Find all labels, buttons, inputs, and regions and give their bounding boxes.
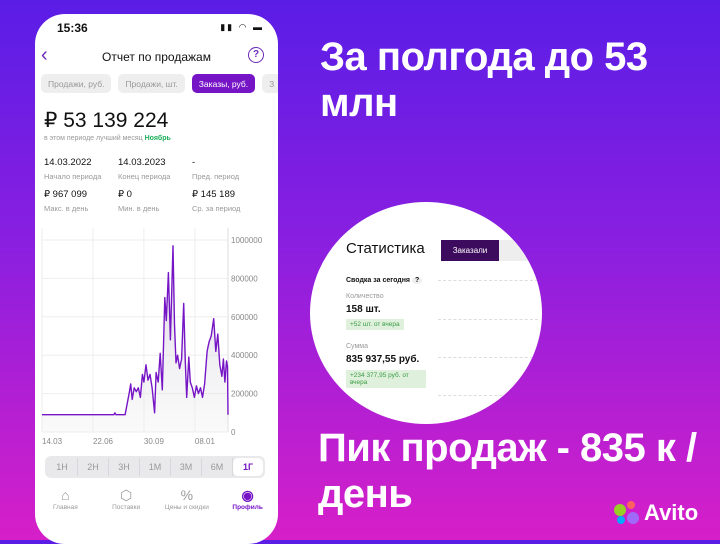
divider <box>438 280 538 281</box>
nav-item-3[interactable]: ◉Профиль <box>217 486 278 511</box>
sum-delta: +234 377,95 руб. от вчера <box>346 370 426 388</box>
nav-item-2[interactable]: %Цены и скидки <box>157 486 218 511</box>
stats-inset: Статистика Заказали Сводка за сегодня ? … <box>310 202 542 424</box>
help-icon[interactable]: ? <box>412 277 422 284</box>
avito-watermark: Avito <box>614 500 698 526</box>
avito-logo-icon <box>614 501 640 525</box>
range-5[interactable]: 6М <box>202 458 233 476</box>
x-tick-label: 30.09 <box>144 437 165 446</box>
x-tick-label: 22.06 <box>93 437 114 446</box>
profile-icon: ◉ <box>217 486 278 504</box>
chart-area-fill <box>42 246 228 432</box>
bottom-nav: ⌂Главная⬡Поставки%Цены и скидки◉Профиль <box>35 486 278 511</box>
phone-screen: 15:36 ▮▮ ◠ ▬ ‹ Отчет по продажам ? Прода… <box>35 14 278 544</box>
home-icon: ⌂ <box>35 486 96 504</box>
range-2[interactable]: 3Н <box>109 458 140 476</box>
range-6[interactable]: 1Г <box>233 458 263 476</box>
summary-label: Сводка за сегодня <box>346 277 410 284</box>
nav-item-0[interactable]: ⌂Главная <box>35 486 96 511</box>
x-tick-label: 14.03 <box>42 437 63 446</box>
box-icon: ⬡ <box>96 486 157 504</box>
divider <box>438 319 538 320</box>
inset-tab-other[interactable] <box>499 240 542 261</box>
y-tick-label: 600000 <box>231 313 258 322</box>
range-4[interactable]: 3М <box>171 458 202 476</box>
percent-icon: % <box>157 486 218 504</box>
avito-brand: Avito <box>644 500 698 526</box>
range-0[interactable]: 1Н <box>47 458 78 476</box>
qty-delta: +52 шт. от вчера <box>346 319 404 330</box>
y-tick-label: 1000000 <box>231 236 263 245</box>
y-tick-label: 800000 <box>231 274 258 283</box>
chart-series-line <box>42 246 228 415</box>
sum-value: 835 937,55 руб. <box>346 354 419 365</box>
sum-label: Сумма <box>346 343 368 350</box>
qty-value: 158 шт. <box>346 304 381 315</box>
inset-tab-ordered[interactable]: Заказали <box>441 240 499 261</box>
nav-label: Поставки <box>112 504 140 511</box>
inset-summary: Сводка за сегодня ? <box>346 277 422 284</box>
nav-label: Главная <box>53 504 78 511</box>
nav-item-1[interactable]: ⬡Поставки <box>96 486 157 511</box>
range-1[interactable]: 2Н <box>78 458 109 476</box>
divider <box>438 395 538 396</box>
inset-title: Статистика <box>346 240 425 257</box>
x-tick-label: 08.01 <box>195 437 216 446</box>
y-tick-label: 400000 <box>231 351 258 360</box>
nav-label: Цены и скидки <box>165 504 209 511</box>
qty-label: Количество <box>346 293 384 300</box>
headline-top: За полгода до 53 млн <box>320 34 700 126</box>
y-tick-label: 0 <box>231 428 236 437</box>
divider <box>438 357 538 358</box>
range-3[interactable]: 1М <box>140 458 171 476</box>
nav-label: Профиль <box>232 504 262 511</box>
y-tick-label: 200000 <box>231 390 258 399</box>
